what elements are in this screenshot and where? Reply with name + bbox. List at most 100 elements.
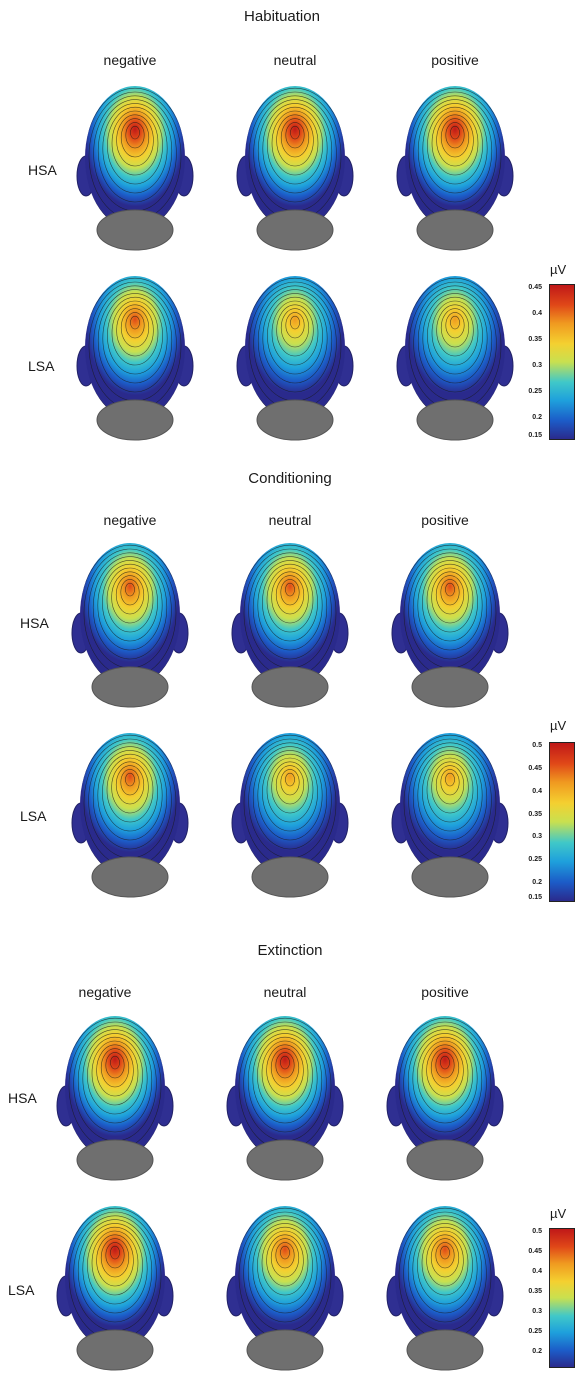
colorbar-unit: µV	[550, 262, 567, 277]
head-map	[70, 535, 190, 718]
neck-stump	[246, 1329, 324, 1371]
row-label-hsa: HSA	[20, 615, 49, 631]
column-label-positive: positive	[421, 512, 469, 528]
colorbar-tick-label: 0.45	[528, 1248, 542, 1255]
colorbar-tick-label: 0.3	[532, 1308, 542, 1315]
colorbar-tick-label: 0.25	[528, 856, 542, 864]
scalp-surface	[85, 86, 185, 230]
colorbar-ticks: 0.5 0.45 0.4 0.35 0.3 0.25 0.2	[512, 1228, 546, 1368]
scalp-surface	[85, 276, 185, 420]
neck-stump	[411, 856, 489, 898]
scalp-surface	[80, 543, 180, 687]
scalp-surface	[395, 1016, 495, 1160]
colorbar-tick-label: 0.25	[528, 388, 542, 395]
contour-lines	[85, 277, 185, 420]
column-label-negative: negative	[78, 984, 132, 1000]
neck-stump	[416, 209, 494, 251]
neck-stump	[251, 856, 329, 898]
colorbar-tick-label: 0.5	[532, 742, 542, 749]
head-map	[395, 268, 515, 451]
neck-stump	[96, 209, 174, 251]
row-label-hsa: HSA	[28, 162, 57, 178]
row-label-lsa: LSA	[8, 1282, 35, 1298]
colorbar-tick-label: 0.4	[532, 787, 542, 795]
column-label-negative: negative	[103, 512, 157, 528]
neck-stump	[91, 856, 169, 898]
column-label-negative: negative	[103, 52, 157, 68]
colorbar-ticks: 0.45 0.4 0.35 0.3 0.25 0.2 0.15	[512, 284, 546, 440]
scalp-surface	[235, 1206, 335, 1350]
scalp-surface	[400, 543, 500, 687]
head-map	[55, 1008, 175, 1191]
scalp-surface	[65, 1206, 165, 1350]
neck-stump	[96, 399, 174, 441]
contour-lines	[400, 544, 500, 687]
colorbar-ticks: 0.5 0.45 0.4 0.35 0.3 0.25 0.2 0.15	[512, 742, 546, 902]
colorbar-tick-label: 0.2	[532, 414, 542, 421]
colorbar-tick-label: 0.4	[532, 310, 542, 317]
colorbar-unit: µV	[550, 718, 567, 733]
head-map	[395, 78, 515, 261]
scalp-surface	[405, 86, 505, 230]
head-map	[385, 1008, 505, 1191]
colorbar-tick-label: 0.45	[528, 764, 542, 772]
head-map	[70, 725, 190, 908]
contour-lines	[405, 277, 505, 420]
section-title: Extinction	[257, 942, 323, 959]
colorbar	[549, 284, 575, 440]
colorbar-tick-label: 0.35	[528, 810, 542, 818]
colorbar-tick-label: 0.3	[532, 362, 542, 369]
scalp-surface	[245, 86, 345, 230]
section-title: Conditioning	[248, 470, 332, 487]
neck-stump	[256, 399, 334, 441]
colorbar	[549, 1228, 575, 1368]
colorbar-tick-label: 0.15	[528, 894, 542, 901]
contour-lines	[400, 734, 500, 877]
colorbar-tick-label: 0.4	[532, 1268, 542, 1275]
column-label-neutral: neutral	[273, 52, 317, 68]
neck-stump	[256, 209, 334, 251]
row-label-lsa: LSA	[28, 358, 55, 374]
section-title: Habituation	[244, 8, 320, 25]
colorbar-tick-label: 0.35	[528, 336, 542, 343]
scalp-surface	[80, 733, 180, 877]
row-label-hsa: HSA	[8, 1090, 37, 1106]
neck-stump	[246, 1139, 324, 1181]
head-map	[55, 1198, 175, 1381]
column-label-neutral: neutral	[263, 984, 307, 1000]
colorbar-tick-label: 0.45	[528, 284, 542, 291]
neck-stump	[406, 1139, 484, 1181]
scalp-surface	[400, 733, 500, 877]
colorbar-tick-label: 0.2	[532, 879, 542, 887]
head-map	[75, 78, 195, 261]
head-map	[390, 725, 510, 908]
scalp-surface	[65, 1016, 165, 1160]
colorbar	[549, 742, 575, 902]
neck-stump	[76, 1139, 154, 1181]
colorbar-tick-label: 0.3	[532, 833, 542, 841]
scalp-surface	[240, 543, 340, 687]
head-map	[235, 268, 355, 451]
head-map	[225, 1008, 345, 1191]
column-label-positive: positive	[421, 984, 469, 1000]
head-map	[235, 78, 355, 261]
colorbar-unit: µV	[550, 1206, 567, 1221]
scalp-surface	[235, 1016, 335, 1160]
contour-lines	[65, 1017, 165, 1160]
colorbar-tick-label: 0.35	[528, 1288, 542, 1295]
head-map	[230, 535, 350, 718]
head-map	[230, 725, 350, 908]
head-map	[75, 268, 195, 451]
head-map	[225, 1198, 345, 1381]
scalp-surface	[240, 733, 340, 877]
colorbar-tick-label: 0.15	[528, 432, 542, 439]
neck-stump	[406, 1329, 484, 1371]
head-map	[385, 1198, 505, 1381]
row-label-lsa: LSA	[20, 808, 47, 824]
scalp-surface	[245, 276, 345, 420]
colorbar-tick-label: 0.2	[532, 1348, 542, 1355]
neck-stump	[76, 1329, 154, 1371]
neck-stump	[251, 666, 329, 708]
neck-stump	[411, 666, 489, 708]
column-label-positive: positive	[431, 52, 479, 68]
